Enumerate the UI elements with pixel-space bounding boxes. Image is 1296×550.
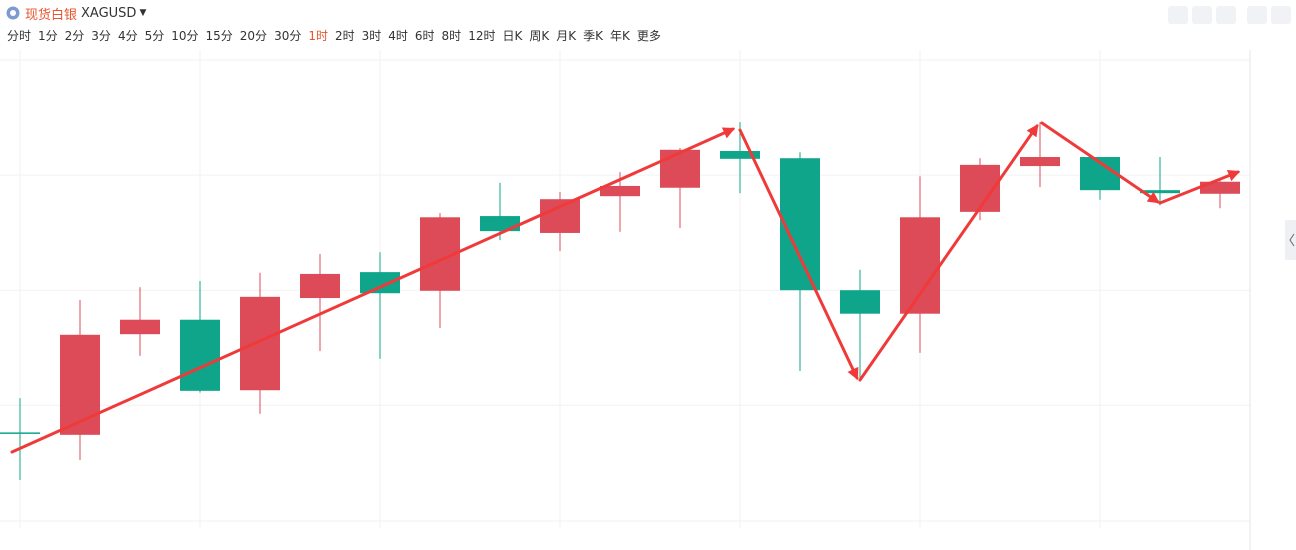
candle bbox=[0, 398, 40, 481]
candle bbox=[360, 252, 400, 359]
candle bbox=[840, 269, 880, 382]
side-tab-icon bbox=[1289, 233, 1295, 247]
candle-body bbox=[480, 216, 520, 232]
candle-body bbox=[120, 319, 160, 335]
arrow bbox=[10, 127, 736, 454]
candle bbox=[1080, 157, 1120, 200]
interval-tab[interactable]: 5分 bbox=[144, 29, 165, 43]
candle-body bbox=[720, 150, 760, 159]
candle-body bbox=[840, 290, 880, 314]
candle bbox=[300, 254, 340, 352]
arrow bbox=[738, 128, 859, 381]
candle-body bbox=[60, 334, 100, 435]
candle-body bbox=[960, 164, 1000, 212]
symbol-header: 29.15529.34729.53829.72929.92029.699 现货白… bbox=[6, 3, 146, 23]
candle-body bbox=[600, 185, 640, 197]
symbol-code[interactable]: XAGUSD bbox=[81, 5, 137, 21]
candle-body bbox=[780, 158, 820, 291]
candle-body bbox=[900, 217, 940, 314]
candle bbox=[900, 176, 940, 353]
candle bbox=[420, 213, 460, 329]
candle-body bbox=[660, 149, 700, 188]
side-tab[interactable] bbox=[1285, 220, 1296, 260]
interval-tab[interactable]: 更多 bbox=[636, 29, 661, 43]
candle bbox=[720, 122, 760, 194]
interval-tab[interactable]: 1时 bbox=[308, 29, 328, 43]
interval-tab[interactable]: 2时 bbox=[334, 29, 355, 43]
candle-body bbox=[300, 273, 340, 299]
candle bbox=[480, 182, 520, 241]
interval-tab[interactable]: 1分 bbox=[38, 29, 58, 43]
interval-tab[interactable]: 12时 bbox=[468, 29, 496, 43]
candle-body bbox=[1140, 190, 1180, 194]
interval-tab[interactable]: 10分 bbox=[171, 29, 199, 43]
candle-body bbox=[1080, 157, 1120, 191]
interval-tab[interactable]: 4分 bbox=[117, 29, 138, 43]
candle bbox=[540, 191, 580, 252]
candle bbox=[960, 158, 1000, 221]
interval-tab[interactable]: 8时 bbox=[441, 29, 462, 43]
annotation-arrows bbox=[10, 121, 1241, 454]
candle-body bbox=[1020, 157, 1060, 167]
interval-tab[interactable]: 日K bbox=[502, 29, 523, 43]
candle bbox=[120, 287, 160, 356]
candle bbox=[180, 281, 220, 393]
candle bbox=[1020, 122, 1060, 188]
interval-tab[interactable]: 季K bbox=[583, 29, 603, 43]
candle bbox=[600, 172, 640, 232]
interval-tab[interactable]: 3分 bbox=[91, 29, 111, 43]
candle bbox=[60, 299, 100, 461]
interval-tab[interactable]: 4时 bbox=[388, 29, 408, 43]
interval-tab[interactable]: 年K bbox=[609, 29, 630, 43]
dropdown-caret[interactable]: ▼ bbox=[139, 8, 147, 18]
fullscreen-button[interactable] bbox=[1247, 6, 1267, 24]
candle-body bbox=[180, 319, 220, 391]
tool-button[interactable] bbox=[1192, 6, 1212, 24]
interval-tab[interactable]: 20分 bbox=[239, 29, 268, 43]
candle bbox=[780, 152, 820, 371]
tool-button[interactable] bbox=[1168, 6, 1188, 24]
interval-bar: 分时 1分 2分 3分 4分 5分 10分 15分 20分 30分 1时 2时 3时 4时 6时 8时 12时日… bbox=[7, 27, 661, 44]
interval-tab[interactable]: 分时 bbox=[7, 29, 32, 43]
candle-body bbox=[0, 432, 40, 434]
icon: 29.15529.34729.53829.72929.92029.699 bbox=[6, 6, 20, 20]
candle-body bbox=[240, 296, 280, 391]
arrow bbox=[1158, 169, 1241, 205]
interval-tab[interactable]: 15分 bbox=[205, 29, 233, 43]
interval-tab[interactable]: 2分 bbox=[64, 29, 85, 43]
candle-body bbox=[540, 199, 580, 233]
interval-tab[interactable]: 月K bbox=[556, 29, 577, 43]
candle bbox=[1200, 179, 1240, 209]
interval-tab[interactable]: 周K bbox=[529, 29, 550, 43]
arrow bbox=[858, 124, 1039, 382]
close-button[interactable] bbox=[1271, 6, 1291, 24]
candle bbox=[660, 147, 700, 229]
candle-body bbox=[420, 217, 460, 291]
interval-tab[interactable]: 3时 bbox=[361, 29, 382, 43]
candle bbox=[240, 272, 280, 414]
arrow bbox=[1040, 121, 1160, 204]
candle-body bbox=[360, 272, 400, 294]
interval-tab[interactable]: 6时 bbox=[414, 29, 435, 43]
candle-body bbox=[1200, 181, 1240, 194]
candle bbox=[1140, 157, 1180, 206]
tool-button[interactable] bbox=[1216, 6, 1236, 24]
symbol-name[interactable]: 现货白银 bbox=[25, 7, 78, 23]
interval-tab[interactable]: 30分 bbox=[274, 29, 302, 43]
